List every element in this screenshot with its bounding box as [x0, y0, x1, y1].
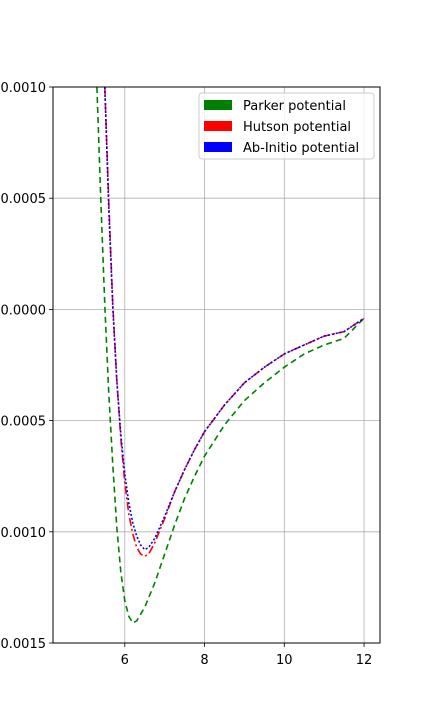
- series-line-3: [104, 87, 365, 551]
- x-tick-label: 8: [200, 653, 208, 668]
- series-line-1: [96, 87, 365, 625]
- legend-label-1: Parker potential: [243, 99, 346, 114]
- y-tick-label: -0.0015: [0, 637, 46, 652]
- y-tick-label: -0.0010: [0, 526, 46, 541]
- legend-swatch-1: [204, 100, 232, 110]
- legend-swatch-2: [204, 121, 232, 131]
- grid-lines: [53, 86, 380, 644]
- x-tick-label: 6: [121, 653, 129, 668]
- series-layer: [96, 87, 365, 625]
- legend: Parker potential Hutson potential Ab-Initi…: [198, 92, 375, 160]
- legend-box: [198, 92, 375, 160]
- plot-area-frame: [52, 86, 381, 644]
- x-axis: 6 8 10 12: [121, 643, 373, 668]
- legend-label-3: Ab-Initio potential: [243, 141, 359, 156]
- legend-label-2: Hutson potential: [243, 120, 351, 135]
- y-tick-label: 0.0000: [1, 303, 47, 318]
- y-tick-label: -0.0005: [0, 415, 46, 430]
- legend-swatch-3: [204, 142, 232, 152]
- y-tick-label: 0.0010: [1, 81, 47, 96]
- y-axis: 0.0010 0.0005 0.0000 -0.0005 -0.0010 -0.0015: [0, 81, 53, 652]
- x-tick-label: 10: [276, 653, 293, 668]
- y-tick-label: 0.0005: [1, 192, 47, 207]
- x-tick-label: 12: [356, 653, 373, 668]
